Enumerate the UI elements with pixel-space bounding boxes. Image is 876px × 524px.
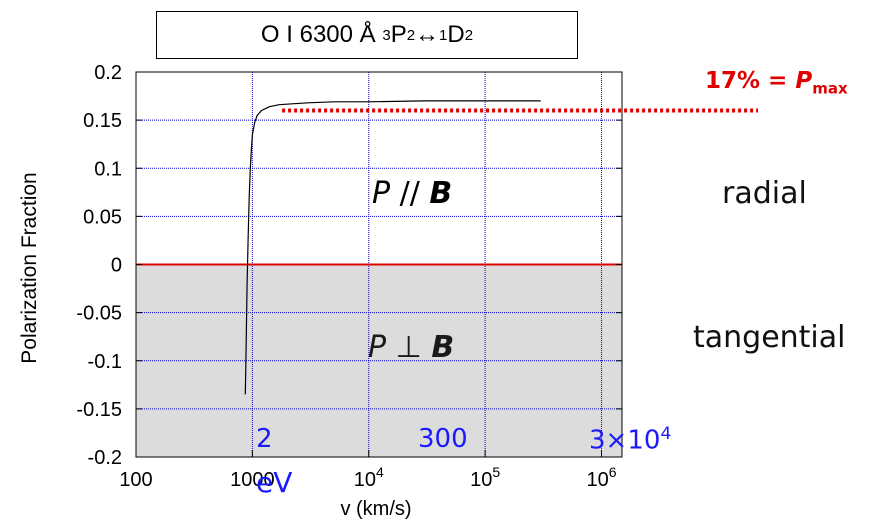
y-tick-label: 0.2 <box>94 62 122 84</box>
energy-tick-3e4: 3×104 <box>589 424 672 456</box>
x-tick-labels: 100 1000 104 105 106 <box>119 450 617 491</box>
energy-unit-label: eV <box>256 466 293 499</box>
y-tick-label: 0.1 <box>94 158 122 180</box>
x-tick-label: 1000 <box>230 469 275 491</box>
y-tick-label: -0.15 <box>76 399 122 421</box>
y-tick-label: -0.2 <box>88 447 122 469</box>
y-tick-label: -0.1 <box>88 351 122 373</box>
parallel-label: P // B <box>372 176 453 211</box>
y-tick-label: -0.05 <box>76 303 122 325</box>
perpendicular-label: P ⊥ B <box>368 330 455 365</box>
energy-tick-300: 300 <box>418 424 468 454</box>
x-tick-label: 100 <box>119 469 152 491</box>
x-tick-label: 106 <box>586 464 616 491</box>
x-tick-label: 104 <box>354 464 384 491</box>
tangential-label: tangential <box>693 320 846 355</box>
x-axis-label: v (km/s) <box>340 498 411 520</box>
y-axis-label: Polarization Fraction <box>18 172 41 363</box>
radial-label: radial <box>722 176 807 211</box>
y-tick-labels: 0.2 0.15 0.1 0.05 0 -0.05 -0.1 -0.15 -0.2 <box>76 62 622 469</box>
y-tick-label: 0.15 <box>83 110 122 132</box>
energy-tick-2: 2 <box>256 424 273 454</box>
pmax-annotation: 17% = Pmax <box>705 68 848 98</box>
x-tick-label: 105 <box>470 464 500 491</box>
polarization-curve <box>244 100 541 395</box>
y-tick-label: 0.05 <box>83 206 122 228</box>
chart-title: O I 6300 Å 3 P 2 ↔ 1 D 2 <box>156 11 578 59</box>
y-tick-label: 0 <box>111 255 122 277</box>
